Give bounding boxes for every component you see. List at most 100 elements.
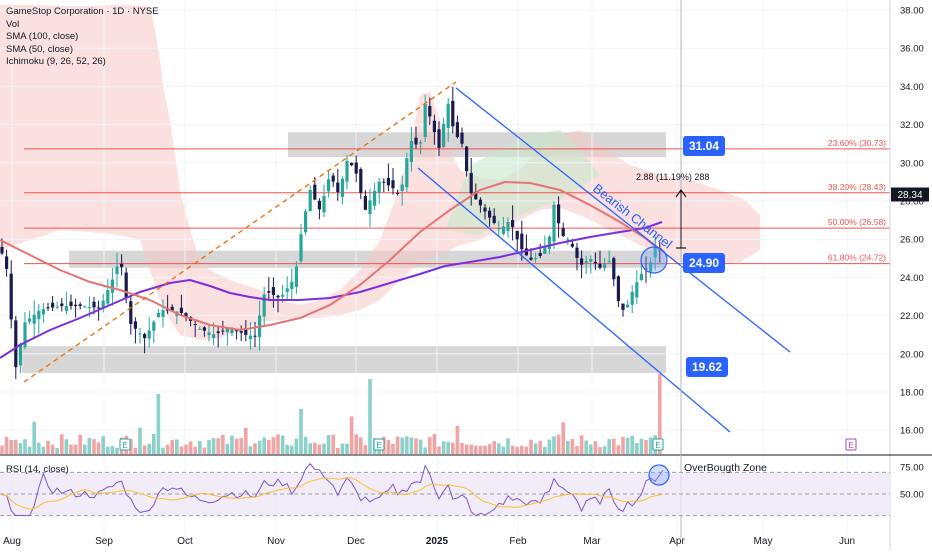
volume-bar — [602, 446, 607, 454]
volume-bar — [193, 446, 197, 454]
volume-bar — [639, 438, 644, 454]
legend-vol[interactable]: Vol — [6, 18, 20, 30]
volume-bar — [248, 446, 253, 454]
candle-body — [170, 306, 174, 312]
volume-bar — [570, 439, 575, 454]
volume-bar — [147, 443, 151, 454]
candle-body — [547, 236, 551, 250]
legend-sma100[interactable]: SMA (100, close) — [6, 31, 79, 42]
volume-bar — [129, 438, 133, 454]
candle-body — [152, 321, 156, 331]
volume-bar — [322, 443, 326, 454]
x-tick-label: Nov — [267, 536, 285, 547]
rsi-ma-line — [1, 477, 664, 510]
candle-body — [184, 313, 188, 317]
rsi-line — [1, 463, 664, 517]
candle-body — [382, 181, 386, 183]
candle-body — [488, 210, 492, 218]
candle-body — [644, 268, 648, 270]
candle-body — [340, 178, 344, 197]
candle-body — [373, 190, 377, 206]
volume-bar — [175, 439, 179, 454]
volume-bar — [276, 434, 280, 454]
y-tick-label: 16.00 — [900, 426, 924, 437]
candle-body — [129, 301, 133, 325]
uptrend-dashed-line — [23, 81, 457, 383]
volume-bar — [575, 445, 579, 454]
candle-body — [143, 334, 147, 339]
volume-bar — [478, 445, 483, 454]
volume-bar — [257, 440, 262, 454]
candle-body — [580, 258, 584, 265]
volume-bar — [464, 444, 469, 454]
volume-bar — [262, 437, 266, 454]
candle-body — [529, 257, 533, 260]
candle-body — [511, 220, 515, 228]
candle-body — [235, 330, 239, 332]
volume-bar — [612, 438, 616, 454]
candle-body — [106, 290, 110, 304]
candle-body — [156, 312, 160, 318]
volume-bar — [225, 443, 230, 454]
candle-body — [193, 323, 197, 325]
candle-body — [78, 304, 82, 307]
volume-bar — [244, 427, 248, 454]
candle-body — [271, 287, 275, 296]
candle-body — [497, 228, 501, 230]
legend-sma50[interactable]: SMA (50, close) — [6, 43, 74, 55]
candle-body — [474, 191, 478, 200]
volume-bar — [584, 440, 588, 454]
volume-bar — [635, 443, 639, 454]
candle-body — [465, 146, 469, 172]
rsi-tick-label: 50.00 — [900, 490, 924, 501]
volume-bar — [41, 446, 46, 454]
candle-body — [198, 328, 202, 330]
volume-bar — [326, 435, 331, 454]
candle-body — [414, 137, 418, 145]
candle-body — [317, 200, 321, 210]
candle-body — [589, 259, 593, 262]
candle-body — [566, 239, 570, 241]
volume-bar — [492, 441, 496, 454]
volume-bar — [520, 445, 524, 454]
fib-level-label: 38.20% (28.43) — [828, 182, 886, 192]
volume-bar — [184, 444, 188, 454]
candle-body — [612, 258, 616, 280]
volume-bar — [331, 434, 335, 454]
volume-bar — [239, 438, 243, 454]
candle-body — [570, 243, 574, 247]
volume-bar — [50, 444, 55, 454]
legend-ichimoku[interactable]: Ichimoku (9, 26, 52, 26) — [6, 56, 106, 67]
volume-bar — [280, 435, 285, 454]
volume-bar — [165, 444, 170, 454]
rsi-legend[interactable]: RSI (14, close) — [6, 464, 69, 475]
candle-body — [253, 335, 257, 337]
ichimoku-cloud — [0, 5, 760, 340]
candle-body — [483, 207, 487, 212]
candle-body — [248, 335, 252, 340]
candle-body — [28, 318, 32, 322]
candle-body — [621, 303, 625, 310]
volume-bar — [451, 442, 455, 454]
volume-bar — [285, 444, 289, 454]
volume-bar — [386, 440, 391, 454]
candle-body — [423, 104, 427, 137]
volume-bar — [92, 439, 96, 454]
earnings-marker — [119, 438, 131, 451]
candle-body — [478, 199, 482, 206]
rsi-tick-label: 75.00 — [900, 463, 924, 474]
price-tag-31-04: 31.04 — [683, 136, 726, 156]
candle-body — [290, 281, 294, 289]
volume-bar — [625, 438, 630, 454]
candle-body — [437, 129, 441, 148]
x-tick-label: 2025 — [426, 536, 449, 547]
volume-bar — [87, 437, 92, 454]
candle-body — [322, 196, 326, 213]
candle-body — [492, 215, 496, 224]
symbol-title[interactable]: GameStop Corporation · 1D · NYSE — [6, 6, 159, 17]
candle-body — [299, 234, 303, 262]
volume-bar — [221, 434, 225, 454]
candle-body — [354, 162, 358, 174]
